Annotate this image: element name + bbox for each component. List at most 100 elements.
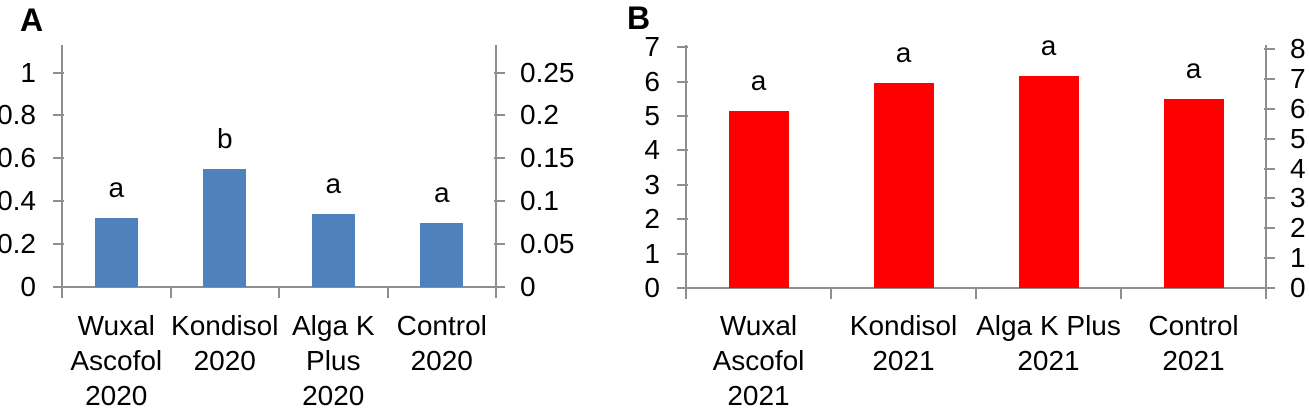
y-axis-right-tick-label: 0.25 — [520, 56, 575, 88]
y-axis-left-tick-label: 7 — [644, 31, 660, 63]
y-axis-left-tick-label: 4 — [644, 134, 660, 166]
y-axis-left-tick-label: 6 — [644, 65, 660, 97]
x-axis-tick — [386, 287, 389, 298]
y-axis-left-tick-label: 0 — [644, 272, 660, 303]
y-axis-right-tick-label: 7 — [1290, 62, 1306, 94]
x-axis-category-label: 2021 — [1017, 345, 1080, 376]
x-axis-category-label: 2021 — [727, 380, 790, 410]
y-axis-right-tick-label: 1 — [1290, 242, 1306, 274]
y-axis-right-tick-label: 8 — [1290, 33, 1306, 64]
significance-letter: a — [433, 176, 450, 208]
y-axis-right-tick-label: 0.05 — [520, 228, 575, 260]
y-axis-right-tick — [494, 200, 505, 203]
y-axis-left-tick — [677, 46, 688, 49]
x-axis-category-label: Control — [1148, 310, 1239, 341]
y-axis-line-right — [1265, 45, 1267, 289]
significance-letter: a — [750, 64, 767, 96]
x-axis-category-label: 2020 — [193, 345, 256, 376]
y-axis-right-tick-label: 0.2 — [520, 99, 559, 131]
y-axis-right-tick-label: 0 — [520, 271, 536, 302]
x-axis-category-label: Ascofol — [70, 345, 163, 376]
bar-control-2021 — [1163, 98, 1224, 288]
x-axis-category-label: 2020 — [410, 345, 473, 376]
y-axis-right-tick — [494, 114, 505, 117]
x-axis-tick — [975, 288, 977, 299]
y-axis-left-tick-label: 3 — [644, 168, 660, 200]
y-axis-right-tick — [494, 71, 505, 74]
x-axis-tick — [495, 287, 497, 298]
x-axis-category-label: Wuxal — [719, 310, 798, 341]
x-axis-tick — [61, 287, 63, 298]
y-axis-right-tick — [1264, 107, 1275, 110]
y-axis-right-tick-label: 3 — [1290, 182, 1306, 214]
significance-letter: a — [1185, 52, 1202, 84]
y-axis-right-tick — [1264, 137, 1275, 140]
y-axis-right-tick — [1264, 77, 1275, 80]
y-axis-right-tick-label: 0.1 — [520, 185, 559, 217]
y-axis-right-tick — [494, 286, 505, 288]
y-axis-right-tick — [1264, 197, 1275, 200]
x-axis-category-label: Alga K Plus — [976, 310, 1121, 341]
y-axis-left-tick — [53, 243, 64, 246]
x-axis-tick — [1265, 288, 1267, 299]
significance-letter: a — [1040, 30, 1057, 62]
y-axis-left-tick-label: 0.2 — [0, 228, 36, 260]
y-axis-right-tick — [1264, 48, 1275, 50]
y-axis-left-tick-label: 0.4 — [0, 185, 36, 217]
x-axis-category-label: 2020 — [85, 380, 148, 410]
x-axis-tick — [278, 287, 280, 298]
y-axis-right-tick-label: 2 — [1290, 212, 1306, 244]
y-axis-right-tick-label: 6 — [1290, 92, 1306, 124]
x-axis-category-label: 2020 — [302, 380, 365, 410]
y-axis-left-tick — [677, 149, 688, 152]
panel-a-label: A — [20, 2, 44, 38]
x-axis-category-label: Plus — [306, 345, 361, 376]
y-axis-left-tick — [53, 71, 64, 74]
y-axis-left-tick — [677, 183, 688, 186]
y-axis-line-right — [495, 45, 497, 288]
y-axis-right-tick — [1264, 287, 1275, 289]
y-axis-left-tick-label: 0.6 — [0, 142, 36, 174]
bar-alga-k-plus-2020 — [311, 214, 355, 287]
x-axis-category-label: 2021 — [1162, 345, 1225, 376]
y-axis-left-tick — [677, 80, 688, 83]
y-axis-left-tick — [677, 218, 688, 221]
y-axis-left-tick-label: 2 — [644, 203, 660, 235]
y-axis-right-tick — [1264, 257, 1275, 260]
x-axis-tick — [1120, 288, 1122, 299]
y-axis-left-tick-label: 1 — [20, 56, 36, 88]
bar-control-2020 — [420, 222, 464, 287]
x-axis-tick — [685, 288, 687, 299]
significance-letter: a — [895, 37, 912, 69]
bar-alga-k-plus-2021 — [1018, 76, 1079, 288]
y-axis-right-tick-label: 4 — [1290, 152, 1306, 184]
significance-letter: a — [325, 168, 342, 200]
x-axis-tick — [830, 288, 832, 299]
y-axis-left-tick-label: 0.8 — [0, 99, 36, 131]
y-axis-left-tick — [53, 286, 64, 288]
y-axis-right-tick — [1264, 167, 1275, 170]
y-axis-right-tick-label: 0.15 — [520, 142, 575, 174]
y-axis-left-tick — [677, 115, 688, 117]
y-axis-right-tick-label: 5 — [1290, 122, 1306, 154]
bar-wuxal-ascofol-2020 — [94, 218, 138, 287]
significance-letter: a — [108, 172, 125, 204]
bar-kondisol-2021 — [873, 83, 934, 288]
x-axis-category-label: Alga K — [292, 310, 375, 341]
x-axis-category-label: Kondisol — [849, 310, 958, 341]
x-axis-tick — [169, 287, 172, 298]
y-axis-left-tick-label: 0 — [20, 271, 36, 302]
bar-kondisol-2020 — [203, 169, 247, 287]
x-axis-category-label: Kondisol — [171, 310, 279, 341]
y-axis-left-tick — [677, 252, 688, 255]
y-axis-right-tick-label: 0 — [1290, 272, 1306, 303]
bar-wuxal-ascofol-2021 — [728, 110, 789, 288]
y-axis-line-left — [685, 45, 687, 289]
significance-letter: b — [216, 123, 233, 155]
y-axis-left-tick-label: 5 — [644, 100, 660, 131]
y-axis-left-tick — [53, 157, 64, 160]
y-axis-left-tick-label: 1 — [644, 237, 660, 269]
